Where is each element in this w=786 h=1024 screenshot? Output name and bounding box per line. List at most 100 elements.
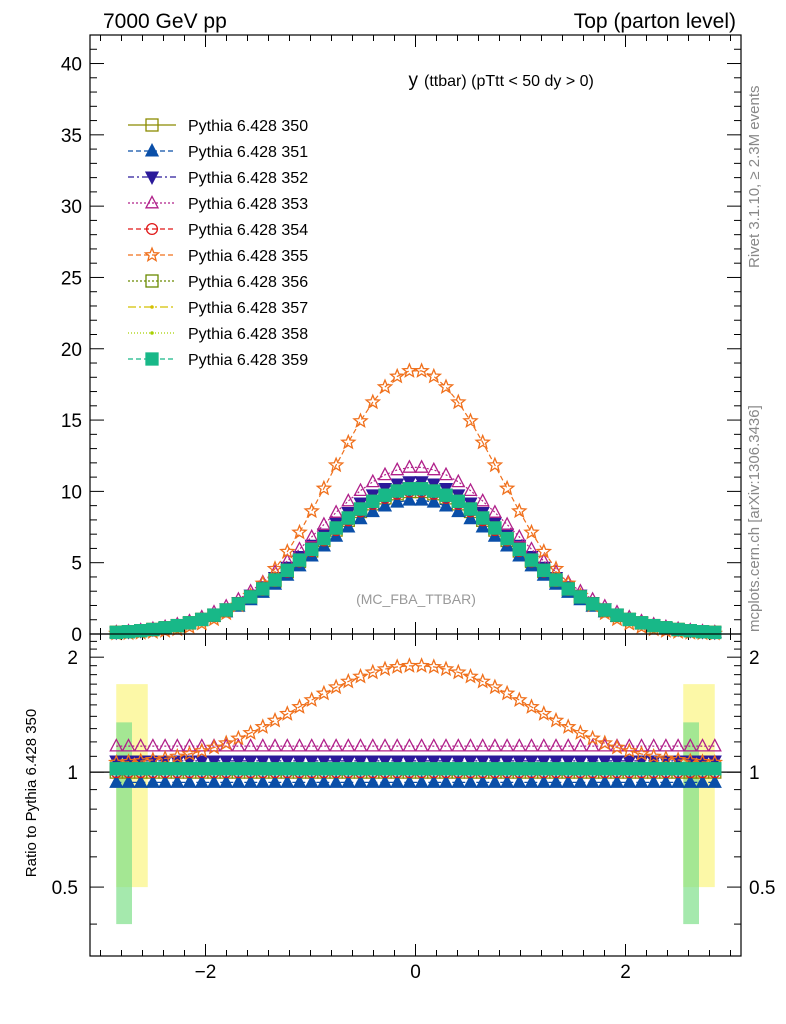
ratio-panel: −2 0 2 0.5 0.5 1 1 2 2 — [52, 633, 775, 983]
ratio-point — [683, 774, 698, 788]
ratio-point — [168, 747, 186, 764]
ratio-point — [475, 755, 490, 769]
ratio-point — [463, 774, 478, 788]
x-tick-label: 2 — [620, 962, 631, 983]
ratio-point — [401, 657, 418, 673]
ratio-point — [573, 755, 588, 769]
ratio-point — [634, 738, 649, 752]
ratio-point — [278, 705, 296, 721]
ratio-point — [633, 745, 650, 762]
ratio-point — [376, 660, 394, 677]
ratio-point — [305, 762, 319, 776]
ratio-point — [449, 663, 467, 680]
ratio-point — [426, 755, 441, 769]
ratio-point — [512, 762, 526, 776]
data-point — [426, 494, 441, 508]
data-point — [341, 493, 356, 507]
ratio-point — [170, 762, 184, 776]
ratio-point — [596, 734, 614, 751]
ratio-point — [390, 738, 405, 752]
ratio-point — [572, 724, 589, 740]
data-point — [327, 456, 345, 473]
y-tick-label: 5 — [71, 554, 82, 575]
ratio-point — [512, 774, 527, 788]
data-point — [278, 543, 296, 559]
data-point — [353, 510, 368, 525]
ratio-point — [547, 711, 565, 728]
ratio-point — [510, 691, 528, 708]
data-point — [487, 504, 502, 518]
ratio-point — [121, 762, 136, 776]
legend-marker — [144, 143, 160, 157]
data-point — [659, 621, 673, 635]
ratio-point — [402, 762, 417, 776]
ratio-point — [390, 774, 405, 788]
data-point — [437, 378, 455, 395]
ratio-point — [425, 658, 443, 674]
data-point — [401, 362, 418, 378]
legend-entry: Pythia 6.428 351 — [128, 143, 308, 161]
ratio-point — [597, 774, 612, 788]
y-tick-label: 0 — [71, 625, 82, 646]
data-point — [486, 456, 504, 473]
ratio-point — [243, 774, 258, 788]
ratio-y-tick-label-right: 2 — [749, 648, 760, 669]
data-point — [561, 582, 575, 596]
data-point — [121, 625, 136, 639]
y-tick-label: 10 — [61, 482, 82, 503]
ratio-point — [476, 762, 490, 776]
legend-entry: Pythia 6.428 356 — [128, 274, 308, 291]
data-point — [598, 603, 612, 617]
ratio-point — [402, 755, 417, 769]
ratio-point — [487, 755, 502, 769]
ratio-point — [451, 738, 466, 752]
ratio-point — [365, 774, 380, 788]
ratio-point — [500, 762, 514, 776]
ratio-point — [109, 774, 124, 788]
data-point — [585, 597, 600, 611]
data-point — [304, 528, 319, 543]
data-point — [414, 459, 429, 473]
ratio-point — [463, 755, 478, 769]
legend-entry: Pythia 6.428 350 — [128, 118, 308, 135]
ratio-point — [622, 738, 637, 752]
ratio-point — [573, 774, 588, 788]
data-point — [365, 473, 380, 488]
ratio-point — [439, 762, 453, 776]
ratio-point — [500, 755, 515, 769]
series-line — [116, 466, 715, 633]
ratio-point — [646, 774, 661, 788]
ratio-uncertainty-bands — [116, 684, 715, 925]
legend-label: Pythia 6.428 350 — [188, 118, 308, 135]
y-tick-label: 25 — [61, 268, 82, 289]
legend-entry: Pythia 6.428 359 — [128, 352, 308, 369]
data-point — [377, 498, 393, 512]
data-point — [695, 625, 710, 639]
ratio-point — [134, 762, 148, 776]
data-point — [438, 498, 454, 512]
ratio-point — [500, 774, 515, 788]
header-right: Top (parton level) — [574, 10, 736, 33]
ratio-point — [182, 762, 197, 776]
data-point — [547, 560, 565, 576]
ratio-point — [548, 738, 564, 752]
data-point — [402, 492, 417, 506]
ratio-point — [231, 774, 246, 788]
y-tick-label: 40 — [61, 55, 82, 76]
data-point — [207, 608, 221, 622]
ratio-point — [647, 762, 661, 776]
ratio-point — [133, 738, 148, 752]
ratio-point — [304, 774, 319, 788]
ratio-point — [671, 774, 686, 788]
data-point — [610, 608, 624, 622]
legend-label: Pythia 6.428 359 — [188, 352, 308, 369]
ratio-point — [292, 738, 307, 752]
ratio-point — [194, 755, 209, 769]
ratio-point — [181, 745, 198, 762]
ratio-point — [536, 738, 551, 752]
ratio-point — [388, 658, 406, 674]
plot-title-main: y — [409, 70, 419, 91]
data-point — [305, 542, 319, 557]
legend-label: Pythia 6.428 358 — [188, 326, 308, 343]
